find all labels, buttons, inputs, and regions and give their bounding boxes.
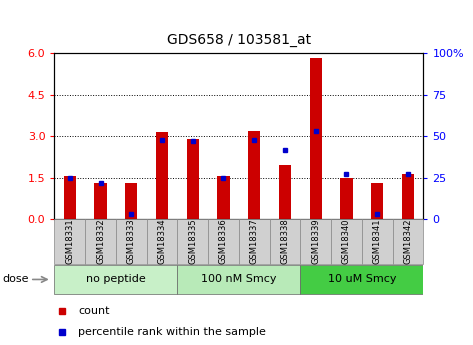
Bar [54, 265, 177, 294]
Bar [147, 219, 177, 264]
Bar [85, 219, 116, 264]
Bar [300, 219, 331, 264]
Bar [310, 58, 322, 219]
Bar [186, 139, 199, 219]
Text: percentile rank within the sample: percentile rank within the sample [79, 327, 266, 337]
Text: dose: dose [2, 275, 29, 284]
Text: GSM18336: GSM18336 [219, 219, 228, 264]
Bar [371, 183, 383, 219]
Bar [279, 165, 291, 219]
Text: GSM18332: GSM18332 [96, 219, 105, 264]
Bar [393, 219, 423, 264]
Bar [156, 132, 168, 219]
Text: GSM18338: GSM18338 [280, 219, 289, 264]
Text: GSM18342: GSM18342 [403, 219, 412, 264]
Bar [300, 265, 423, 294]
Bar [177, 219, 208, 264]
Text: GSM18340: GSM18340 [342, 219, 351, 264]
Bar [54, 219, 85, 264]
Text: 100 nM Smcy: 100 nM Smcy [201, 275, 277, 284]
Text: 10 uM Smcy: 10 uM Smcy [328, 275, 396, 284]
Bar [218, 176, 230, 219]
Text: GSM18331: GSM18331 [65, 219, 74, 264]
Text: GSM18339: GSM18339 [311, 219, 320, 264]
Bar [63, 176, 76, 219]
Text: GSM18337: GSM18337 [250, 219, 259, 264]
Bar [95, 183, 107, 219]
Text: no peptide: no peptide [86, 275, 146, 284]
Bar [248, 131, 261, 219]
Text: GSM18334: GSM18334 [158, 219, 166, 264]
Text: GSM18341: GSM18341 [373, 219, 382, 264]
Text: GSM18335: GSM18335 [188, 219, 197, 264]
Bar [270, 219, 300, 264]
Bar [341, 178, 353, 219]
Bar [208, 219, 239, 264]
Bar [177, 265, 300, 294]
Text: GSM18333: GSM18333 [127, 219, 136, 264]
Bar [362, 219, 393, 264]
Text: count: count [79, 306, 110, 315]
Text: GDS658 / 103581_at: GDS658 / 103581_at [167, 32, 311, 47]
Bar [402, 174, 414, 219]
Bar [331, 219, 362, 264]
Bar [239, 219, 270, 264]
Bar [125, 183, 137, 219]
Bar [116, 219, 147, 264]
